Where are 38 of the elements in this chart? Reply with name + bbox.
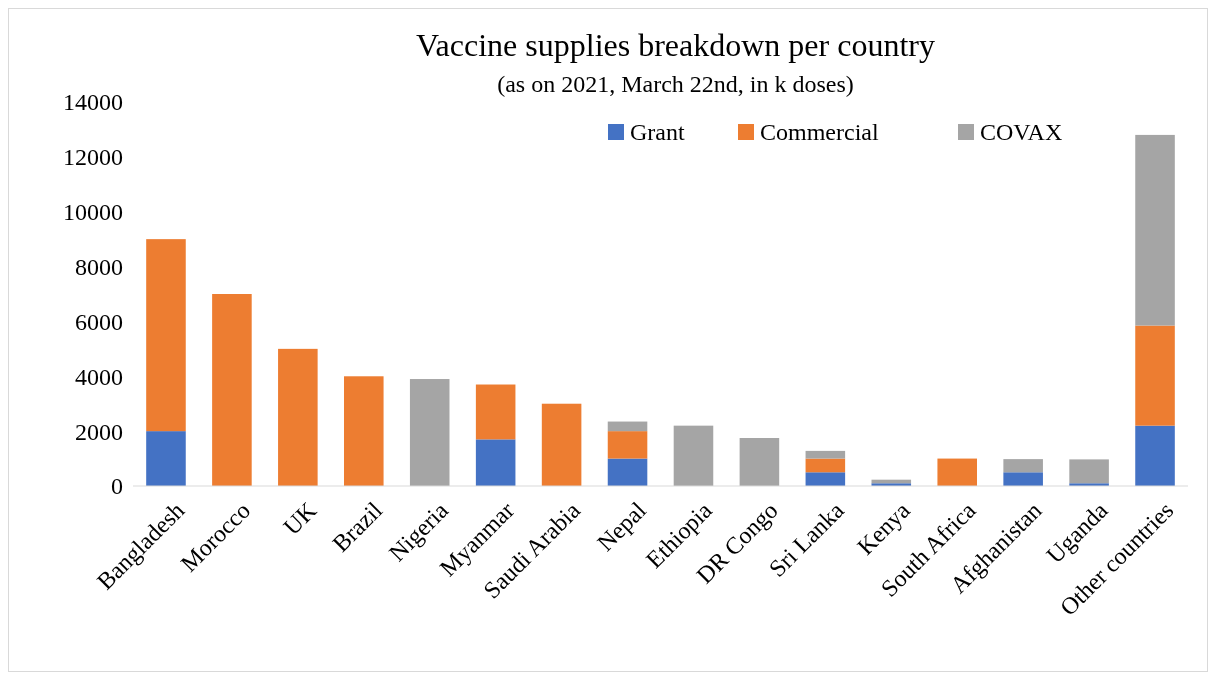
y-tick-label: 4000 — [75, 363, 123, 390]
bar — [607, 421, 648, 432]
chart-title: Vaccine supplies breakdown per country — [416, 27, 935, 63]
y-tick-label: 14000 — [63, 89, 123, 116]
bar — [1135, 134, 1175, 326]
chart-subtitle: (as on 2021, March 22nd, in k doses) — [497, 71, 854, 97]
bar — [278, 348, 318, 486]
y-tick-label: 12000 — [63, 144, 123, 171]
bar — [937, 458, 977, 486]
bar — [607, 458, 648, 486]
y-tick-label: 2000 — [75, 418, 123, 445]
bar — [475, 439, 516, 486]
y-tick-label: 0 — [111, 473, 123, 500]
x-tick-label: UK — [278, 496, 322, 540]
bar — [1003, 472, 1043, 486]
legend-label: Grant — [630, 119, 685, 146]
y-tick-label: 8000 — [75, 253, 123, 280]
bar — [805, 458, 846, 473]
bar — [1069, 459, 1109, 484]
legend-label: Commercial — [760, 119, 879, 146]
bar — [1003, 459, 1043, 473]
bar — [1135, 325, 1175, 426]
bar — [409, 379, 450, 486]
bar — [146, 431, 186, 486]
bar — [344, 376, 384, 486]
bar — [1135, 425, 1175, 486]
bar — [805, 472, 846, 486]
bar — [607, 431, 648, 459]
y-tick-label: 10000 — [63, 199, 123, 226]
bar — [541, 403, 582, 486]
bar — [212, 294, 252, 486]
bar — [805, 450, 846, 459]
bar — [673, 425, 714, 486]
bar — [475, 384, 516, 440]
legend-label: COVAX — [980, 119, 1063, 146]
y-tick-label: 6000 — [75, 308, 123, 335]
bar — [146, 239, 186, 432]
bar — [739, 438, 780, 486]
